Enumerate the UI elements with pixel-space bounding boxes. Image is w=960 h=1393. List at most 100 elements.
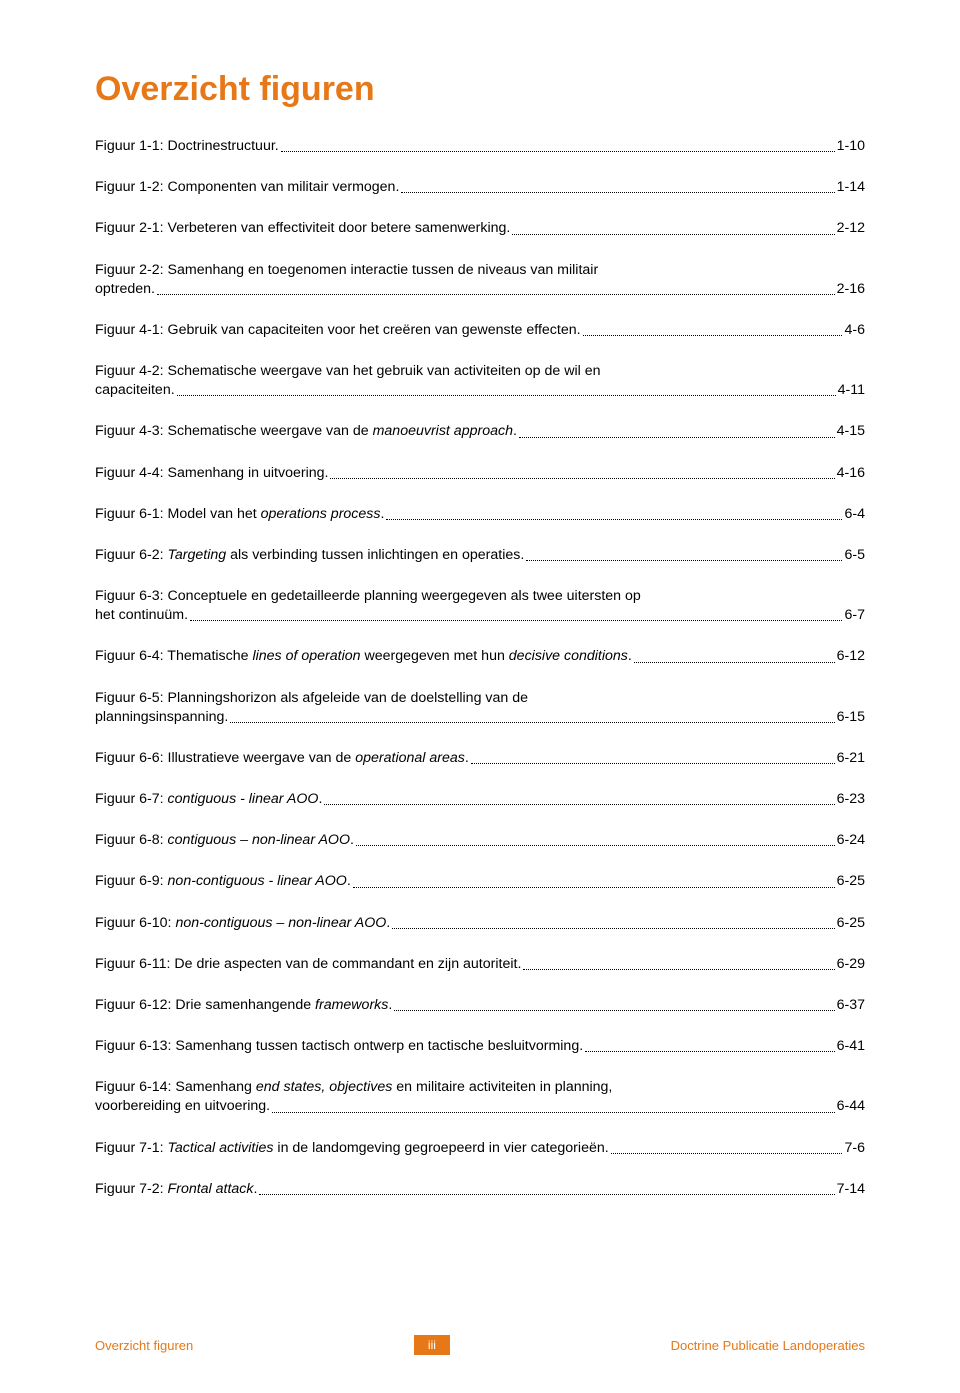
toc-leader: [353, 887, 835, 888]
toc-entry-page: 6-4: [844, 505, 865, 524]
toc-entry: Figuur 7-2: Frontal attack. 7-14: [95, 1180, 865, 1199]
toc-entry-label: Figuur 6-13: Samenhang tussen tactisch o…: [95, 1037, 583, 1056]
page-title: Overzicht figuren: [95, 70, 865, 109]
toc-entry-line2-row: planningsinspanning. 6-15: [95, 708, 865, 727]
toc-entry-page: 6-5: [844, 546, 865, 565]
toc-entry: Figuur 2-1: Verbeteren van effectiviteit…: [95, 219, 865, 238]
toc-entry-label: Figuur 6-11: De drie aspecten van de com…: [95, 955, 521, 974]
toc-entry-page: 7-14: [837, 1180, 865, 1199]
toc-entry-page: 2-12: [837, 219, 865, 238]
toc-leader: [177, 395, 836, 396]
toc-entry-label: Figuur 4-4: Samenhang in uitvoering.: [95, 464, 328, 483]
toc-entry: Figuur 6-8: contiguous – non-linear AOO.…: [95, 831, 865, 850]
toc-entry-page: 6-21: [837, 749, 865, 768]
toc-entry-page: 4-16: [837, 464, 865, 483]
toc-entry: Figuur 6-10: non-contiguous – non-linear…: [95, 914, 865, 933]
toc-leader: [157, 294, 835, 295]
toc-entry-label: Figuur 7-2: Frontal attack.: [95, 1180, 257, 1199]
toc-entry-page: 6-44: [837, 1097, 865, 1116]
page-footer: Overzicht figuren iii Doctrine Publicati…: [95, 1335, 865, 1355]
toc-entry: Figuur 6-7: contiguous - linear AOO. 6-2…: [95, 790, 865, 809]
toc-entry-line2-row: het continuüm. 6-7: [95, 606, 865, 625]
toc-entry-page: 6-41: [837, 1037, 865, 1056]
toc-leader: [394, 1010, 834, 1011]
toc-leader: [330, 478, 834, 479]
toc-entry-page: 7-6: [844, 1139, 865, 1158]
toc-entry-page: 4-11: [838, 381, 865, 400]
toc-entry-label-line2: optreden.: [95, 280, 155, 299]
document-page: Overzicht figuren Figuur 1-1: Doctrinest…: [0, 0, 960, 1393]
toc-leader: [272, 1112, 835, 1113]
toc-leader: [523, 969, 834, 970]
toc-leader: [401, 192, 834, 193]
toc-entry-line2-row: voorbereiding en uitvoering. 6-44: [95, 1097, 865, 1116]
toc-entry-page: 6-37: [837, 996, 865, 1015]
toc-entry: Figuur 6-6: Illustratieve weergave van d…: [95, 749, 865, 768]
toc-entry-label: Figuur 6-12: Drie samenhangende framewor…: [95, 996, 392, 1015]
toc-entry: Figuur 6-14: Samenhang end states, objec…: [95, 1078, 865, 1116]
toc-entry: Figuur 6-12: Drie samenhangende framewor…: [95, 996, 865, 1015]
toc-entry: Figuur 6-13: Samenhang tussen tactisch o…: [95, 1037, 865, 1056]
toc-entry: Figuur 6-4: Thematische lines of operati…: [95, 647, 865, 666]
toc-entry-label-line1: Figuur 6-3: Conceptuele en gedetailleerd…: [95, 587, 865, 606]
toc-entry-page: 6-7: [844, 606, 865, 625]
toc-entry-label: Figuur 2-1: Verbeteren van effectiviteit…: [95, 219, 510, 238]
toc-entry-label: Figuur 6-10: non-contiguous – non-linear…: [95, 914, 390, 933]
toc-entry: Figuur 6-9: non-contiguous - linear AOO.…: [95, 872, 865, 891]
toc-entry: Figuur 6-2: Targeting als verbinding tus…: [95, 546, 865, 565]
toc-leader: [392, 928, 834, 929]
toc-leader: [519, 437, 835, 438]
toc-entry-page: 6-24: [837, 831, 865, 850]
toc-entry-label: Figuur 6-6: Illustratieve weergave van d…: [95, 749, 469, 768]
toc-leader: [190, 620, 842, 621]
toc-entry: Figuur 6-5: Planningshorizon als afgelei…: [95, 689, 865, 727]
toc-entry: Figuur 4-1: Gebruik van capaciteiten voo…: [95, 321, 865, 340]
toc-entry: Figuur 2-2: Samenhang en toegenomen inte…: [95, 261, 865, 299]
toc-entry: Figuur 6-3: Conceptuele en gedetailleerd…: [95, 587, 865, 625]
toc-entry-label: Figuur 6-1: Model van het operations pro…: [95, 505, 384, 524]
toc-entry-page: 4-15: [837, 422, 865, 441]
toc-entry-page: 6-12: [837, 647, 865, 666]
toc-leader: [585, 1051, 834, 1052]
toc-leader: [259, 1194, 834, 1195]
toc-entry-page: 4-6: [844, 321, 865, 340]
toc-entry-label-line2: planningsinspanning.: [95, 708, 228, 727]
toc-entry-label: Figuur 4-1: Gebruik van capaciteiten voo…: [95, 321, 581, 340]
toc-leader: [634, 662, 835, 663]
footer-section-title: Overzicht figuren: [95, 1338, 193, 1353]
toc-entry-label: Figuur 1-1: Doctrinestructuur.: [95, 137, 279, 156]
toc-entry-label-line2: capaciteiten.: [95, 381, 175, 400]
toc-entry-label: Figuur 1-2: Componenten van militair ver…: [95, 178, 399, 197]
toc-leader: [583, 335, 843, 336]
toc-entry-line2-row: optreden. 2-16: [95, 280, 865, 299]
toc-leader: [386, 519, 842, 520]
toc-entry-page: 6-25: [837, 914, 865, 933]
footer-document-title: Doctrine Publicatie Landoperaties: [671, 1338, 865, 1353]
toc-entry-page: 1-10: [837, 137, 865, 156]
toc-leader: [526, 560, 842, 561]
toc-entry-label-line2: voorbereiding en uitvoering.: [95, 1097, 270, 1116]
toc-entry: Figuur 7-1: Tactical activities in de la…: [95, 1139, 865, 1158]
toc-leader: [356, 845, 835, 846]
toc-entry-label: Figuur 7-1: Tactical activities in de la…: [95, 1139, 609, 1158]
toc-entry: Figuur 1-2: Componenten van militair ver…: [95, 178, 865, 197]
toc-entry-label: Figuur 6-8: contiguous – non-linear AOO.: [95, 831, 354, 850]
toc-entry: Figuur 1-1: Doctrinestructuur. 1-10: [95, 137, 865, 156]
toc-list: Figuur 1-1: Doctrinestructuur. 1-10Figuu…: [95, 137, 865, 1199]
toc-entry: Figuur 6-11: De drie aspecten van de com…: [95, 955, 865, 974]
toc-leader: [324, 804, 834, 805]
toc-entry: Figuur 4-4: Samenhang in uitvoering. 4-1…: [95, 464, 865, 483]
toc-entry-page: 6-15: [837, 708, 865, 727]
toc-leader: [230, 722, 834, 723]
toc-leader: [281, 151, 835, 152]
toc-entry-page: 2-16: [837, 280, 865, 299]
toc-entry-label: Figuur 6-2: Targeting als verbinding tus…: [95, 546, 524, 565]
toc-leader: [471, 763, 835, 764]
toc-entry-label: Figuur 6-7: contiguous - linear AOO.: [95, 790, 322, 809]
toc-entry-label-line2: het continuüm.: [95, 606, 188, 625]
toc-entry-page: 6-23: [837, 790, 865, 809]
toc-entry-line2-row: capaciteiten. 4-11: [95, 381, 865, 400]
toc-entry-label-line1: Figuur 6-14: Samenhang end states, objec…: [95, 1078, 865, 1097]
toc-leader: [512, 234, 834, 235]
toc-entry-page: 6-29: [837, 955, 865, 974]
